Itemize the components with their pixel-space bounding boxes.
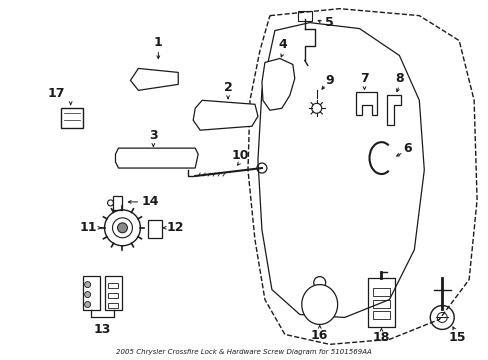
- Ellipse shape: [133, 151, 143, 165]
- Text: 16: 16: [310, 329, 328, 342]
- Polygon shape: [130, 68, 178, 90]
- Text: 9: 9: [325, 74, 333, 87]
- Polygon shape: [193, 100, 258, 130]
- Bar: [61, 108, 82, 128]
- Bar: [112, 196, 122, 210]
- Text: 14: 14: [142, 195, 159, 208]
- Text: 7: 7: [360, 72, 368, 85]
- Bar: [107, 293, 118, 298]
- Text: 17: 17: [48, 87, 65, 100]
- Text: 4: 4: [278, 38, 286, 51]
- Text: 12: 12: [166, 221, 183, 234]
- Polygon shape: [355, 92, 377, 115]
- Polygon shape: [115, 148, 198, 168]
- Bar: [367, 278, 395, 328]
- Circle shape: [84, 292, 90, 298]
- Circle shape: [117, 223, 127, 233]
- Bar: [148, 220, 162, 238]
- Text: 3: 3: [149, 129, 157, 142]
- Text: 15: 15: [447, 331, 465, 344]
- Text: 18: 18: [372, 331, 389, 344]
- Text: 6: 6: [402, 141, 411, 155]
- Ellipse shape: [237, 108, 244, 122]
- Ellipse shape: [167, 151, 177, 165]
- Bar: [104, 276, 122, 310]
- Ellipse shape: [211, 108, 219, 122]
- Text: 8: 8: [394, 72, 403, 85]
- Ellipse shape: [224, 108, 232, 122]
- Bar: [297, 11, 311, 21]
- Bar: [372, 311, 389, 319]
- Ellipse shape: [150, 151, 160, 165]
- Circle shape: [84, 282, 90, 288]
- Bar: [372, 300, 389, 307]
- Text: 10: 10: [231, 149, 248, 162]
- Text: 11: 11: [80, 221, 97, 234]
- Text: 2005 Chrysler Crossfire Lock & Hardware Screw Diagram for 5101569AA: 2005 Chrysler Crossfire Lock & Hardware …: [116, 349, 371, 355]
- Polygon shape: [262, 58, 294, 110]
- Text: 5: 5: [325, 16, 333, 29]
- Bar: [372, 288, 389, 296]
- Text: 13: 13: [94, 323, 111, 336]
- Bar: [107, 302, 118, 307]
- Bar: [107, 283, 118, 288]
- Polygon shape: [386, 95, 401, 125]
- Text: 1: 1: [154, 36, 163, 49]
- Circle shape: [84, 302, 90, 307]
- Polygon shape: [301, 285, 337, 324]
- Bar: [82, 276, 100, 310]
- Text: 2: 2: [223, 81, 232, 94]
